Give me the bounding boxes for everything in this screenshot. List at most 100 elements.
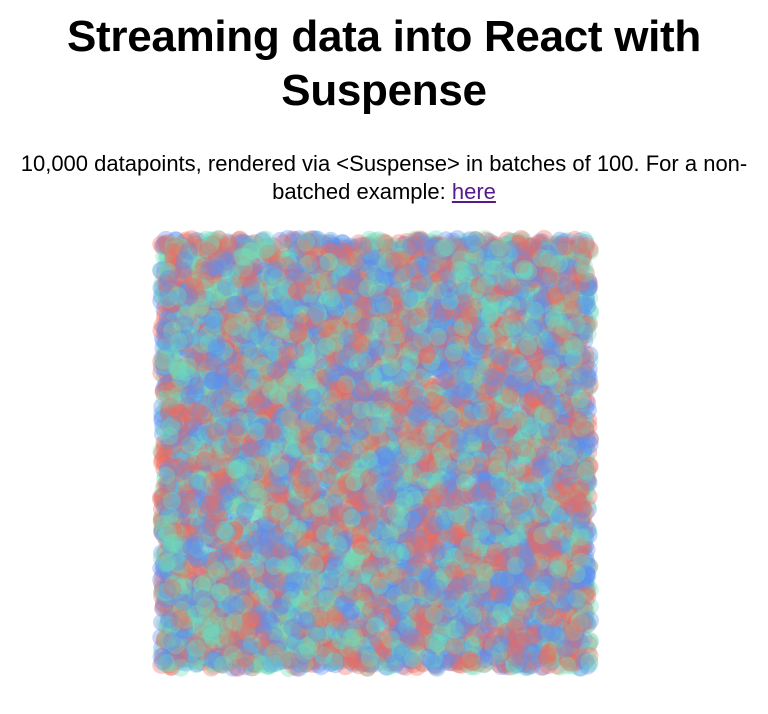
- datapoint: [401, 343, 420, 362]
- datapoint: [374, 584, 393, 603]
- datapoint: [428, 415, 447, 434]
- datapoint: [487, 357, 505, 376]
- datapoint: [396, 236, 415, 255]
- datapoint: [311, 248, 329, 267]
- datapoint: [556, 615, 575, 634]
- datapoint: [452, 471, 471, 490]
- datapoint: [538, 280, 557, 299]
- datapoint: [280, 568, 299, 587]
- datapoint: [308, 599, 326, 618]
- datapoint: [305, 557, 324, 576]
- datapoint: [196, 440, 215, 459]
- datapoint: [393, 640, 412, 659]
- datapoint: [325, 506, 344, 525]
- datapoint: [206, 499, 225, 518]
- datapoint: [297, 263, 316, 282]
- datapoint: [315, 599, 334, 618]
- datapoint: [429, 595, 448, 614]
- datapoint: [486, 421, 505, 440]
- datapoint: [370, 459, 389, 478]
- datapoint: [526, 242, 545, 261]
- datapoint: [452, 514, 471, 533]
- datapoint: [441, 568, 460, 587]
- datapoint: [477, 513, 496, 532]
- datapoint: [192, 275, 211, 294]
- datapoint: [256, 407, 275, 426]
- datapoint: [453, 637, 471, 656]
- datapoint: [562, 593, 580, 612]
- datapoint: [566, 481, 584, 500]
- datapoint: [342, 547, 361, 566]
- datapoint: [516, 276, 534, 294]
- datapoint: [259, 470, 278, 489]
- datapoint: [452, 452, 471, 471]
- datapoint: [475, 439, 494, 458]
- datapoint: [328, 440, 347, 459]
- datapoint: [278, 635, 297, 654]
- datapoint: [264, 295, 283, 313]
- datapoint: [153, 451, 172, 470]
- datapoint: [442, 516, 461, 534]
- datapoint: [527, 419, 545, 438]
- datapoint: [357, 436, 376, 455]
- datapoint: [490, 287, 509, 305]
- datapoint: [348, 593, 367, 612]
- datapoint: [560, 455, 579, 474]
- datapoint: [171, 600, 190, 619]
- datapoint: [535, 533, 554, 551]
- datapoint: [184, 607, 203, 626]
- datapoint: [162, 507, 181, 526]
- datapoint: [218, 516, 237, 535]
- datapoint: [486, 560, 505, 579]
- datapoint: [305, 411, 324, 430]
- datapoint: [565, 438, 584, 457]
- datapoint: [260, 606, 279, 625]
- datapoint: [460, 533, 479, 552]
- datapoint: [278, 639, 297, 658]
- datapoint: [186, 348, 204, 367]
- datapoint: [246, 616, 265, 635]
- datapoint: [489, 253, 508, 272]
- datapoint: [525, 635, 544, 654]
- datapoint: [370, 327, 388, 346]
- datapoint: [466, 231, 485, 250]
- datapoint: [226, 291, 244, 310]
- datapoint: [470, 245, 489, 264]
- datapoint: [500, 632, 518, 651]
- datapoint: [292, 362, 311, 381]
- datapoint: [525, 592, 544, 611]
- datapoint: [357, 309, 376, 328]
- datapoint: [449, 506, 468, 524]
- datapoint: [478, 319, 497, 338]
- datapoint: [343, 370, 362, 389]
- datapoint: [566, 329, 585, 348]
- datapoint: [553, 460, 572, 478]
- datapoint: [384, 322, 403, 341]
- datapoint: [284, 599, 303, 618]
- datapoint: [519, 444, 538, 463]
- datapoint: [459, 637, 478, 656]
- datapoint: [167, 542, 186, 561]
- datapoint: [256, 584, 275, 602]
- datapoint: [401, 489, 419, 508]
- datapoint: [404, 235, 423, 254]
- datapoint: [492, 346, 511, 365]
- datapoint: [219, 610, 238, 629]
- datapoint: [222, 457, 241, 476]
- datapoint: [154, 352, 173, 371]
- datapoint: [160, 484, 179, 503]
- datapoint: [330, 481, 349, 500]
- non-batched-example-link[interactable]: here: [451, 179, 496, 204]
- datapoint: [295, 243, 314, 262]
- datapoint: [404, 269, 423, 288]
- datapoint: [370, 544, 389, 563]
- datapoint: [204, 283, 223, 301]
- datapoint: [425, 428, 444, 447]
- datapoint: [567, 545, 586, 564]
- datapoint: [239, 390, 257, 409]
- datapoint: [353, 284, 372, 303]
- datapoint: [328, 418, 347, 437]
- datapoint: [310, 600, 329, 619]
- datapoint: [278, 646, 297, 665]
- datapoint: [347, 586, 366, 605]
